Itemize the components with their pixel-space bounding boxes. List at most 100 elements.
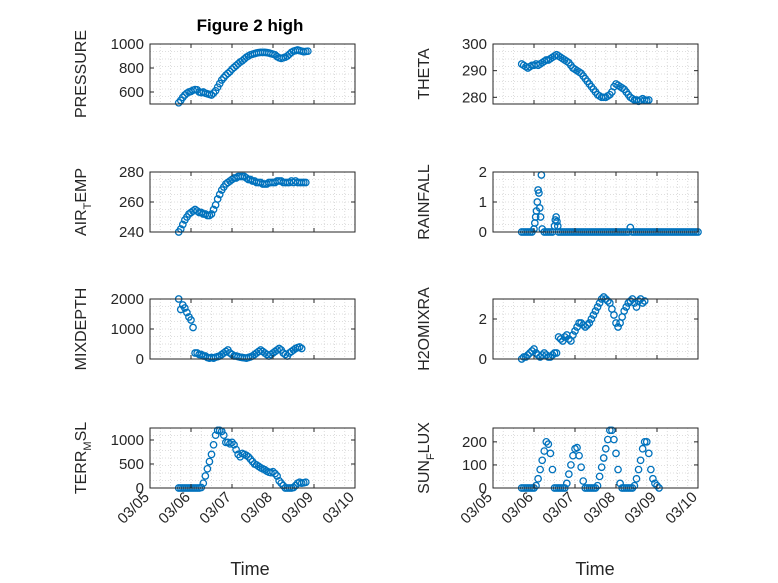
data-point [540,349,549,357]
data-point [222,347,230,356]
data-point [224,69,232,78]
data-point [642,437,651,446]
data-point [207,450,216,459]
y-tick-label: 500 [119,456,144,473]
data-point [626,223,635,232]
data-point [595,299,604,307]
y-tick-label: 0 [136,351,144,368]
data-point [636,456,645,465]
data-point [530,345,538,353]
subplot-h2omixra: 0 2 H2OMIXRA [416,287,699,371]
data-point [193,349,201,357]
x-axis-label-left: Time [230,559,269,579]
data-point [246,175,255,184]
gridlines [492,44,699,104]
data-point [638,444,647,453]
data-point [552,349,561,357]
data-point [612,449,620,458]
data-point [289,346,298,354]
y-tick-label: 260 [119,194,144,211]
data-point [653,481,661,490]
data-point [301,178,310,187]
data-point [534,474,542,483]
y-tick-label: 2000 [111,291,144,308]
data-point [560,333,569,341]
data-point [546,353,555,361]
series-pressure [174,46,312,107]
data-point [205,457,214,466]
data-point [601,444,610,453]
data-point [211,431,220,440]
data-point [523,351,532,359]
data-point [538,456,547,465]
data-point [608,426,616,435]
data-point [599,293,608,301]
y-tick-label: 290 [462,63,487,80]
data-point [209,205,218,214]
data-point [610,311,618,319]
data-point [207,91,216,99]
y-axis-label: PRESSURE [73,30,90,118]
data-point [612,319,620,327]
data-point [632,474,641,483]
data-point [567,461,575,469]
x-axis-label-right: Time [575,559,614,579]
subplot-air_temp: 240 260 280 AIRTEMP [73,164,356,241]
data-point [183,308,191,317]
data-point [564,335,573,343]
y-axis-label: SUNFLUX [416,422,437,494]
data-point [622,303,631,311]
y-tick-label: 1000 [111,36,144,53]
data-point [536,465,545,474]
subplot-theta: 280 290 300 THETA [416,36,699,106]
subplot-rainfall: 0 1 2 RAINFALL [416,164,702,241]
y-tick-label: 100 [462,457,487,474]
data-point [587,315,596,323]
data-point [536,213,545,221]
data-point [181,304,189,312]
series-h2omixra [517,293,649,363]
y-axis-label: THETA [416,48,433,100]
y-label-main: AIR [73,209,90,236]
series-terr_msl [174,426,310,492]
data-point [583,321,592,329]
y-tick-label: 240 [119,224,144,241]
data-point [556,335,565,343]
y-tick-label: 1 [479,194,487,211]
series-air_temp [174,172,310,236]
y-axis-label: H2OMIXRA [416,287,433,371]
data-point [579,477,588,485]
axes-box [492,43,699,105]
gridlines [492,172,699,232]
gridlines [492,428,699,488]
data-point [564,470,573,479]
data-point [585,319,594,327]
y-axis-label: RAINFALL [416,164,433,240]
data-point [620,307,629,315]
data-point [205,211,214,220]
y-tick-label: 600 [119,84,144,101]
data-point [193,207,201,215]
data-point [571,327,579,335]
data-point [546,449,555,458]
y-tick-label: 280 [119,164,144,181]
data-point [593,481,602,490]
data-point [203,464,212,473]
data-point [589,311,598,319]
data-point [528,347,536,355]
data-point [644,449,653,458]
subplot-pressure: 600 800 1000 PRESSURE [73,30,356,118]
data-point [209,440,218,449]
y-axis-label: MIXDEPTH [73,288,90,371]
series-mixdepth [174,295,306,362]
figure-title: Figure 2 high [197,16,304,35]
data-point [595,472,604,481]
data-point [616,479,624,488]
data-point [201,472,210,480]
y-tick-label: 1000 [111,321,144,338]
data-point [591,307,600,315]
data-point [213,195,222,203]
data-point [552,213,560,221]
data-point [297,344,306,353]
